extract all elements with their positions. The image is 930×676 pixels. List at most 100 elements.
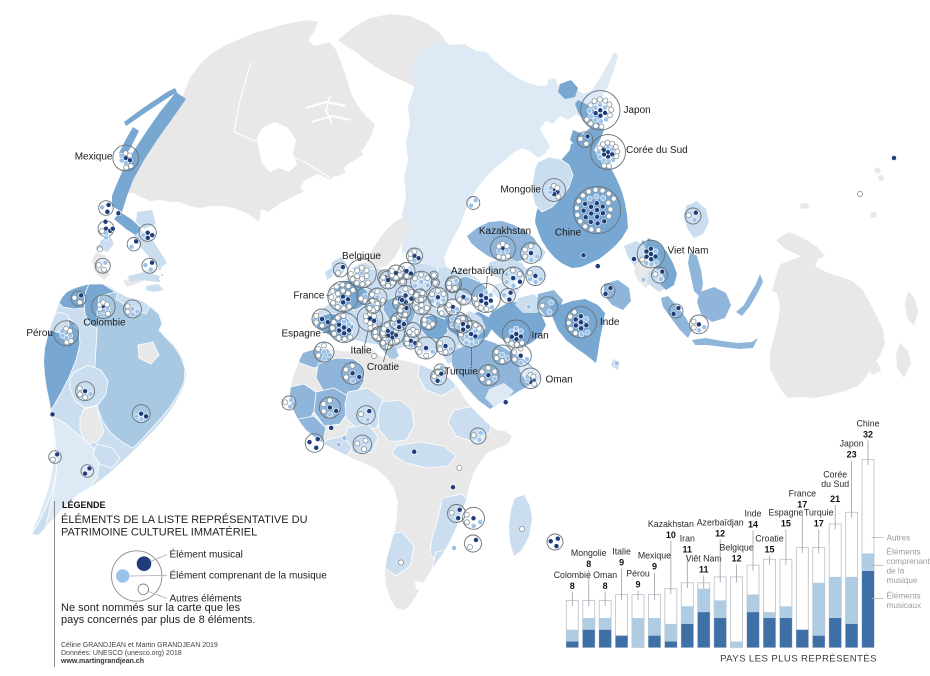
element-dot-music_related (472, 197, 479, 204)
element-dot-musical (513, 331, 520, 337)
cluster-circle (500, 287, 516, 304)
bar-total-label: 12 (715, 529, 725, 539)
country-java-arc (692, 338, 758, 349)
cluster (53, 320, 80, 347)
element-dot-other (588, 226, 595, 233)
element-dot-musical (411, 448, 418, 455)
legend-block: LÉGENDE ÉLÉMENTS DE LA LISTE REPRÉSENTAT… (54, 500, 327, 667)
bar-total-label: 21 (830, 494, 840, 504)
cluster (668, 303, 684, 319)
cluster-circle (420, 313, 437, 331)
element-dot-music_related (448, 346, 454, 352)
element-dot-other (346, 303, 353, 310)
element-dot-other (379, 297, 386, 304)
element-dot-musical (594, 220, 601, 227)
cluster (138, 223, 157, 242)
label-leader-line (486, 275, 488, 289)
element-dot-other (423, 352, 430, 359)
element-dot-other (335, 334, 342, 341)
element-dot-other (577, 218, 584, 225)
element-dot-music_related (435, 301, 441, 307)
legend-note-line1: Ne sont nommés sur la carte que les (61, 602, 241, 614)
map-label-kazakhstan: Kazakhstan (479, 226, 531, 237)
element-dot-musical (588, 210, 595, 217)
element-dot-music_related (327, 411, 333, 418)
element-dot-other (614, 148, 621, 155)
element-dot-other (434, 287, 441, 294)
element-dot-music_related (532, 279, 539, 285)
bar-segment-musicaux (697, 612, 710, 648)
landmass-new-zealand-south (896, 343, 911, 378)
cluster (469, 427, 487, 445)
element-dot-other (539, 302, 546, 309)
element-dot-music_related (359, 270, 365, 277)
element-dot-other (473, 300, 480, 307)
element-dot-musical (670, 311, 677, 317)
element-dot-music_related (463, 340, 470, 346)
cluster (651, 266, 668, 284)
element-dot-other (519, 339, 525, 346)
country-hispaniola (146, 284, 164, 292)
bar-total-label: 9 (619, 558, 624, 568)
element-dot-other (456, 296, 463, 303)
map-label-viet-nam: Viet Nam (668, 246, 709, 257)
element-dot-music_related (613, 360, 620, 367)
element-dot-music_related (341, 318, 347, 325)
bar-country-label: Pérou (626, 569, 650, 579)
cluster-circle (580, 90, 621, 131)
landmass-north-america (127, 20, 375, 222)
cluster (379, 336, 394, 351)
element-dot-other (582, 223, 589, 230)
element-dot-music_related (691, 217, 698, 223)
cluster (519, 367, 542, 390)
cluster (636, 239, 666, 269)
country-madagascar (509, 495, 532, 556)
cluster (491, 344, 513, 366)
element-dot-other (429, 291, 436, 298)
element-dot-other (587, 120, 594, 127)
element-dot-other (76, 385, 83, 392)
bar-total-label: 12 (732, 554, 742, 564)
element-dot-other (519, 526, 525, 532)
cluster-circle (636, 239, 666, 269)
element-dot-other (690, 318, 697, 325)
label-leader-line (322, 331, 331, 334)
element-dot-musical (601, 218, 608, 225)
element-dot-music_related (326, 352, 333, 359)
element-dot-musical (582, 214, 589, 221)
element-dot-music_related (586, 107, 593, 114)
element-dot-other (606, 101, 613, 108)
element-dot-music_related (501, 292, 507, 298)
bar-country-label: Turquie (804, 508, 834, 518)
element-dot-other (123, 164, 130, 171)
element-dot-musical (340, 293, 346, 300)
element-dot-other (511, 356, 518, 363)
element-dot-other (313, 312, 320, 319)
element-dot-other (347, 270, 354, 277)
element-dot-music_related (440, 297, 447, 304)
country-car-band (391, 441, 457, 469)
bar-country-label: Croatie (755, 534, 783, 544)
element-dot-other (499, 358, 506, 365)
element-dot-music_related (491, 375, 498, 382)
bar-total-label: 11 (683, 545, 693, 555)
element-dot-other (313, 319, 320, 326)
legend-credit-website: www.martingrandjean.ch (60, 658, 144, 665)
legend-connector-musical (150, 554, 168, 562)
element-dot-other (334, 304, 341, 310)
cluster (352, 434, 373, 455)
chart-side-label: musique (887, 576, 918, 585)
element-dot-other (495, 253, 502, 260)
cluster-circle (491, 344, 513, 366)
map-label-france: France (293, 291, 325, 302)
element-dot-other (413, 305, 420, 312)
element-dot-other (438, 310, 445, 317)
element-clusters (48, 90, 897, 566)
element-dot-musical (478, 298, 485, 304)
antilles-3 (161, 274, 163, 276)
element-dot-other (609, 140, 616, 147)
element-dot-other (463, 511, 470, 518)
